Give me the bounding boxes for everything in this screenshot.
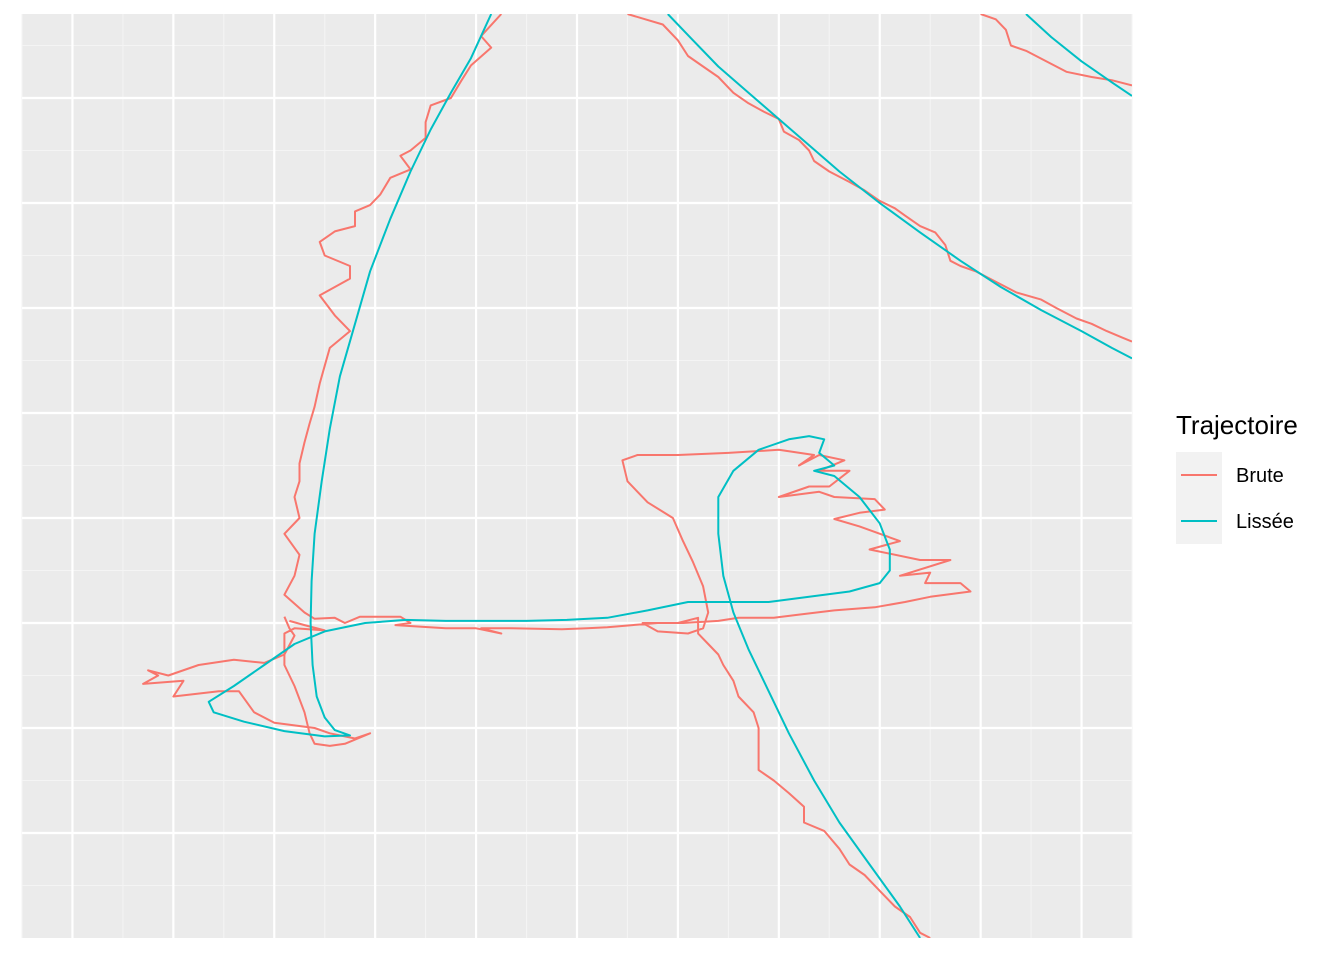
series-lisse-segment-0 [207, 14, 921, 938]
legend-title: Trajectoire [1176, 410, 1298, 440]
legend-label-brute: Brute [1236, 465, 1284, 487]
legend-label-lissee: Lissée [1236, 511, 1294, 533]
grid-major [22, 14, 1132, 938]
series-lisse-segment-2 [1025, 14, 1132, 97]
series-lisse-segment-1 [667, 14, 1132, 360]
plot-lines [142, 14, 1132, 938]
series-brute-segment-3 [142, 616, 372, 747]
series-brute-segment-1 [627, 14, 1132, 343]
legend: Trajectoire Brute Lissée [1176, 410, 1298, 544]
series-brute-segment-2 [980, 14, 1132, 87]
series-brute-segment-0 [283, 14, 972, 938]
